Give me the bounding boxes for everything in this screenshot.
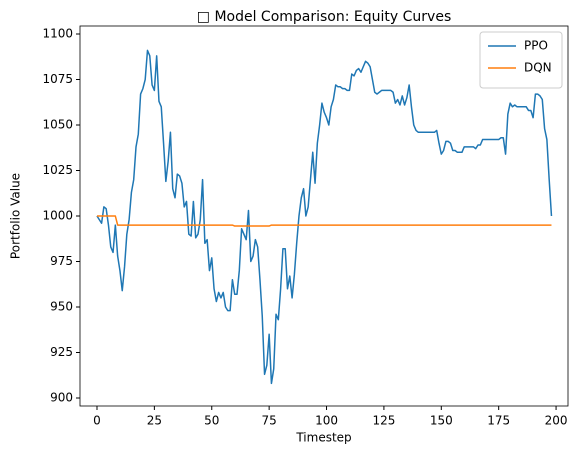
y-tick-label: 900: [50, 390, 73, 404]
line-series: [96, 49, 553, 385]
y-tick-label: 1025: [42, 163, 73, 177]
x-axis-label: Timestep: [295, 431, 351, 445]
legend-label: PPO: [524, 39, 548, 53]
y-tick-label: 975: [50, 254, 73, 268]
x-tick-label: 125: [372, 414, 395, 428]
x-tick-label: 150: [430, 414, 453, 428]
y-tick-label: 1100: [42, 27, 73, 41]
x-tick-label: 175: [487, 414, 510, 428]
y-tick-label: 950: [50, 299, 73, 313]
y-tick-label: 1050: [42, 118, 73, 132]
x-tick-label: 75: [261, 414, 276, 428]
y-axis-label: Portfolio Value: [9, 173, 23, 259]
x-tick-label: 50: [204, 414, 219, 428]
x-tick-label: 200: [545, 414, 568, 428]
x-tick-label: 25: [147, 414, 162, 428]
x-tick-label: 0: [93, 414, 101, 428]
plot-frame: [79, 25, 569, 407]
line-series: [96, 215, 552, 227]
x-tick-label: 100: [315, 414, 338, 428]
legend-label: DQN: [524, 61, 552, 75]
y-tick-label: 925: [50, 345, 73, 359]
y-tick-label: 1000: [42, 209, 73, 223]
chart-title: □ Model Comparison: Equity Curves: [197, 9, 451, 25]
y-tick-label: 1075: [42, 72, 73, 86]
